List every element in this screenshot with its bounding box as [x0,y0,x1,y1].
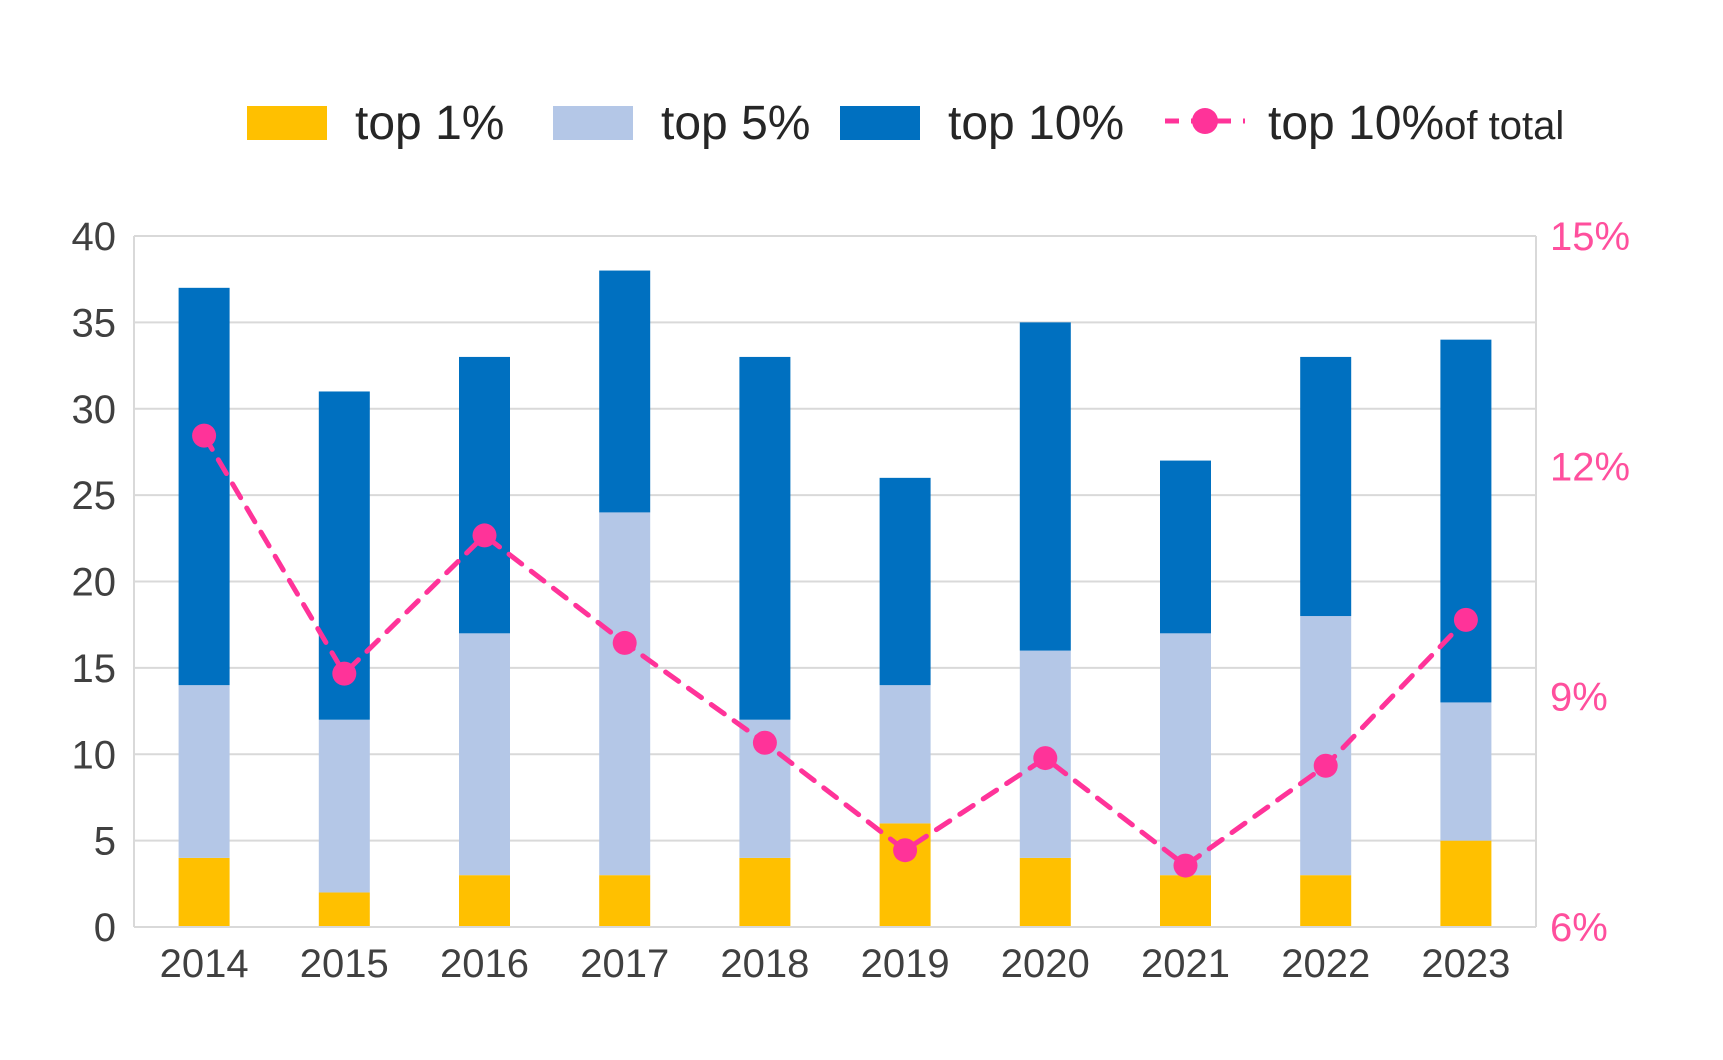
x-tick-label: 2020 [1001,942,1090,986]
line-top10-of-total [201,433,1469,869]
axes: 0 5 10 15 20 25 30 35 40 6% 9% 12% 15% 2014 2015 2016 20… [72,215,1631,986]
bar-top1-2018 [739,857,791,927]
x-tick-label: 2014 [160,942,249,986]
point-2017 [612,630,637,655]
y-left-tick-label: 10 [72,733,117,777]
y-left-tick-label: 35 [72,301,117,345]
x-tick-label: 2021 [1141,942,1230,986]
point-2020 [1033,746,1058,771]
bar-top5-2014 [178,685,230,858]
x-tick-label: 2015 [300,942,389,986]
y-right-tick-label: 6% [1550,906,1608,950]
legend-label: top 10% [948,97,1124,150]
bar-top5-2015 [318,719,370,893]
bar-top1-2021 [1160,875,1211,927]
legend-marker [1192,108,1218,134]
legend-label: top 1% [355,97,504,150]
legend-swatch [247,106,327,140]
y-left-tick-label: 15 [72,647,117,691]
bar-top1-2017 [599,875,651,927]
x-tick-label: 2019 [861,942,950,986]
bar-top1-2016 [459,875,510,927]
bar-top10-2019 [879,477,931,686]
point-2018 [752,730,777,755]
point-2022 [1313,753,1338,778]
bar-top10-2016 [459,356,510,634]
y-left-tick-label: 20 [72,561,117,605]
point-2021 [1173,853,1198,878]
bar-top1-2014 [178,857,230,927]
legend-label-main: top 10% [1268,97,1444,150]
point-2015 [332,661,357,686]
legend: top 1% top 5% top 10% top 10%of total [247,97,1564,150]
bar-top5-2023 [1440,702,1492,841]
bar-top5-2021 [1160,633,1211,876]
bar-top10-2014 [178,287,230,686]
point-2014 [192,423,217,448]
legend-swatch [553,106,633,140]
x-tick-label: 2017 [580,942,669,986]
bar-top10-2021 [1160,460,1211,634]
bar-top10-2022 [1300,356,1352,617]
bar-top10-2023 [1440,339,1492,703]
point-2023 [1453,607,1478,632]
x-tick-label: 2016 [440,942,529,986]
bar-top10-2017 [599,270,651,513]
y-right-tick-label: 12% [1550,445,1630,489]
legend-swatch [840,106,920,140]
x-tick-label: 2023 [1421,942,1510,986]
bar-top1-2020 [1019,857,1071,927]
line-series [192,423,1478,878]
bar-top10-2018 [739,356,791,720]
y-left-tick-label: 5 [94,820,116,864]
x-tick-label: 2018 [720,942,809,986]
legend-label-suffix: of total [1444,104,1564,148]
bar-top1-2022 [1300,875,1352,927]
legend-label: top 10%of total [1268,97,1564,150]
bar-series [178,270,1492,927]
bar-top5-2019 [879,685,931,824]
y-left-tick-label: 0 [94,906,116,950]
y-left-tick-label: 40 [72,215,117,259]
bar-top1-2015 [318,892,370,927]
y-right-tick-label: 9% [1550,676,1608,720]
point-2016 [472,523,497,548]
y-right-tick-label: 15% [1550,215,1630,259]
bar-top1-2023 [1440,840,1492,927]
bar-top5-2017 [599,512,651,876]
bar-top10-2020 [1019,322,1071,651]
point-2019 [893,838,918,863]
legend-label: top 5% [661,97,810,150]
y-left-tick-label: 30 [72,388,117,432]
bar-top5-2016 [459,633,510,876]
y-left-tick-label: 25 [72,474,117,518]
x-tick-label: 2022 [1281,942,1370,986]
